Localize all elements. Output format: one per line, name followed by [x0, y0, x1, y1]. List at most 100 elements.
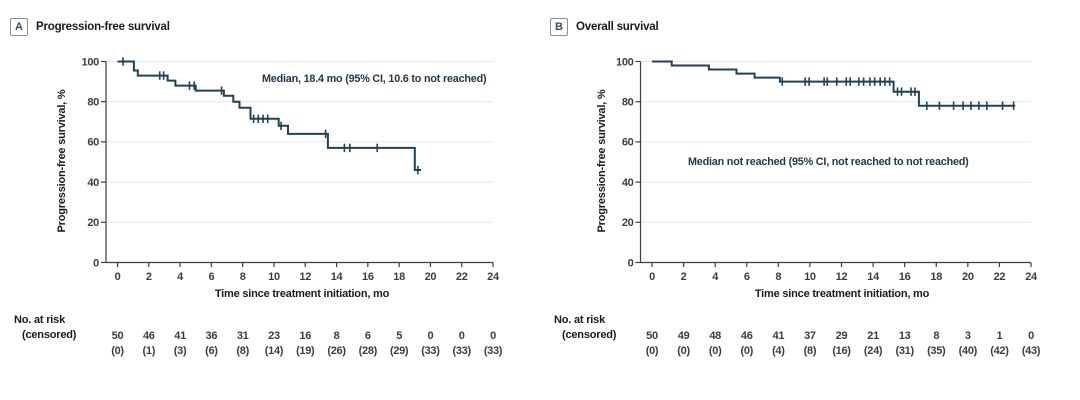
- censored-count: (42): [990, 345, 1009, 357]
- censored-count: (33): [421, 345, 440, 357]
- censored-count: (35): [927, 345, 946, 357]
- censored-count: (3): [174, 345, 187, 357]
- at-risk-count: 31: [237, 330, 249, 342]
- censored-count: (0): [646, 345, 659, 357]
- x-tick-label: 0: [649, 271, 655, 283]
- at-risk-count: 8: [933, 330, 939, 342]
- x-tick-label: 12: [299, 271, 311, 283]
- x-tick-label: 16: [899, 271, 911, 283]
- x-tick-label: 18: [393, 271, 405, 283]
- at-risk-count: 1: [997, 330, 1003, 342]
- x-tick-label: 14: [867, 271, 880, 283]
- x-tick-label: 4: [712, 271, 719, 283]
- x-tick-label: 12: [836, 271, 848, 283]
- x-tick-label: 10: [268, 271, 280, 283]
- panel-overall-survival: 0 20 40 60 80 100 0 2 4 6 8 10 12 14 16 18 20 22 24 50 (0) 49…: [540, 0, 1080, 400]
- censored-count: (26): [327, 345, 346, 357]
- x-tick-label: 2: [681, 271, 687, 283]
- at-risk-count: 50: [112, 330, 124, 342]
- censored-count: (0): [740, 345, 753, 357]
- x-tick-label: 14: [331, 271, 344, 283]
- panel-progression-free-survival: 0 20 40 60 80 100 0 2 4 6 8 10 12 14 16 18 20 22 24 50 (0) 46…: [10, 18, 504, 357]
- at-risk-count: 0: [428, 330, 434, 342]
- x-tick-label: 22: [456, 271, 468, 283]
- x-tick-label: 8: [775, 271, 781, 283]
- at-risk-count: 48: [709, 330, 721, 342]
- censored-count: (29): [390, 345, 409, 357]
- panel-a-letter-badge: A: [10, 18, 28, 36]
- x-tick-label: 20: [962, 271, 974, 283]
- censored-count: (0): [709, 345, 722, 357]
- x-tick-label: 18: [930, 271, 942, 283]
- y-tick-label: 40: [87, 177, 99, 189]
- y-tick-label: 20: [622, 217, 634, 229]
- x-tick-label: 20: [425, 271, 437, 283]
- y-tick-label: 80: [622, 97, 634, 109]
- at-risk-count: 46: [143, 330, 155, 342]
- x-axis-label-b: Time since treatment initiation, mo: [754, 288, 930, 300]
- censored-count: (16): [832, 345, 851, 357]
- y-tick-label: 0: [628, 257, 634, 269]
- at-risk-count: 0: [459, 330, 465, 342]
- censored-count: (6): [205, 345, 218, 357]
- y-tick-label: 60: [622, 137, 634, 149]
- at-risk-count: 16: [299, 330, 311, 342]
- x-tick-label: 6: [208, 271, 214, 283]
- y-tick-label: 100: [616, 56, 634, 68]
- at-risk-label-a: No. at risk: [14, 314, 65, 326]
- at-risk-count: 23: [268, 330, 280, 342]
- y-tick-label: 60: [87, 137, 99, 149]
- censored-count: (43): [1022, 345, 1041, 357]
- at-risk-label-b: No. at risk: [554, 314, 605, 326]
- censored-count: (33): [453, 345, 472, 357]
- panel-b-letter-badge: B: [550, 18, 568, 36]
- x-tick-label: 24: [487, 271, 500, 283]
- x-tick-label: 6: [744, 271, 750, 283]
- panel-a-title: Progression-free survival: [36, 21, 170, 33]
- at-risk-count: 0: [490, 330, 496, 342]
- at-risk-count: 8: [334, 330, 340, 342]
- y-tick-label: 80: [87, 97, 99, 109]
- x-tick-label: 10: [804, 271, 816, 283]
- censored-count: (0): [111, 345, 124, 357]
- panel-b-header: B Overall survival: [550, 18, 659, 36]
- at-risk-count: 36: [206, 330, 218, 342]
- y-tick-label: 100: [82, 56, 100, 68]
- x-tick-label: 4: [177, 271, 184, 283]
- y-tick-label: 0: [93, 257, 99, 269]
- x-tick-label: 22: [994, 271, 1006, 283]
- x-tick-label: 8: [240, 271, 246, 283]
- median-annotation-b: Median not reached (95% CI, not reached …: [688, 156, 969, 168]
- x-tick-label: 0: [115, 271, 121, 283]
- at-risk-count: 29: [836, 330, 848, 342]
- km-step-curve: [117, 60, 421, 171]
- at-risk-count: 21: [867, 330, 879, 342]
- x-axis-label-a: Time since treatment initiation, mo: [214, 288, 390, 300]
- x-tick-label: 24: [1025, 271, 1038, 283]
- censored-count: (24): [864, 345, 883, 357]
- y-tick-label: 20: [87, 217, 99, 229]
- at-risk-count: 41: [174, 330, 186, 342]
- censored-count: (8): [804, 345, 817, 357]
- at-risk-count: 37: [804, 330, 816, 342]
- censored-count: (40): [959, 345, 978, 357]
- panel-a-header: A Progression-free survival: [10, 18, 170, 36]
- at-risk-count: 49: [678, 330, 690, 342]
- median-annotation-a: Median, 18.4 mo (95% CI, 10.6 to not rea…: [262, 73, 487, 85]
- censored-count: (31): [895, 345, 914, 357]
- censored-count: (19): [296, 345, 315, 357]
- y-axis-label-a: Progression-free survival, %: [56, 89, 68, 233]
- censored-count: (33): [484, 345, 503, 357]
- at-risk-count: 0: [1028, 330, 1034, 342]
- at-risk-count: 41: [773, 330, 785, 342]
- at-risk-count: 3: [965, 330, 971, 342]
- x-tick-label: 2: [146, 271, 152, 283]
- censored-count: (8): [236, 345, 249, 357]
- censored-count: (1): [143, 345, 156, 357]
- censored-label-a: (censored): [22, 329, 77, 341]
- at-risk-count: 46: [741, 330, 753, 342]
- censored-count: (0): [677, 345, 690, 357]
